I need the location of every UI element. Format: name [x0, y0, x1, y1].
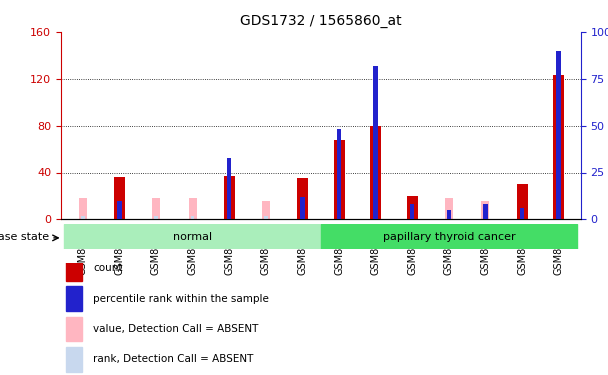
Bar: [224, 176, 235, 219]
Bar: [191, 216, 195, 219]
Text: value, Detection Call = ABSENT: value, Detection Call = ABSENT: [93, 324, 258, 334]
Bar: [262, 201, 270, 219]
Bar: [81, 216, 85, 219]
Bar: [227, 158, 232, 219]
Bar: [117, 201, 122, 219]
Bar: [297, 178, 308, 219]
Bar: [410, 204, 415, 219]
Text: papillary thyroid cancer: papillary thyroid cancer: [382, 232, 515, 242]
Bar: [66, 347, 82, 372]
Text: percentile rank within the sample: percentile rank within the sample: [93, 294, 269, 303]
Bar: [553, 75, 564, 219]
Bar: [116, 198, 123, 219]
Bar: [117, 216, 121, 219]
Bar: [337, 129, 341, 219]
Title: GDS1732 / 1565860_at: GDS1732 / 1565860_at: [240, 14, 401, 28]
Bar: [321, 224, 577, 249]
Bar: [407, 196, 418, 219]
Bar: [445, 198, 453, 219]
Bar: [482, 201, 489, 219]
Text: count: count: [93, 263, 122, 273]
Bar: [483, 216, 487, 219]
Bar: [154, 216, 158, 219]
Bar: [264, 216, 268, 219]
Bar: [66, 286, 82, 311]
Bar: [370, 126, 381, 219]
Bar: [66, 316, 82, 341]
Bar: [114, 177, 125, 219]
Bar: [373, 66, 378, 219]
Bar: [447, 210, 451, 219]
Bar: [152, 198, 160, 219]
Bar: [64, 224, 321, 249]
Bar: [520, 208, 524, 219]
Bar: [334, 140, 345, 219]
Text: rank, Detection Call = ABSENT: rank, Detection Call = ABSENT: [93, 354, 254, 364]
Bar: [447, 210, 451, 219]
Text: disease state: disease state: [0, 232, 49, 242]
Bar: [483, 204, 488, 219]
Text: normal: normal: [173, 232, 212, 242]
Bar: [79, 198, 87, 219]
Bar: [300, 197, 305, 219]
Bar: [188, 198, 196, 219]
Bar: [556, 51, 561, 219]
Bar: [517, 184, 528, 219]
Bar: [66, 256, 82, 280]
